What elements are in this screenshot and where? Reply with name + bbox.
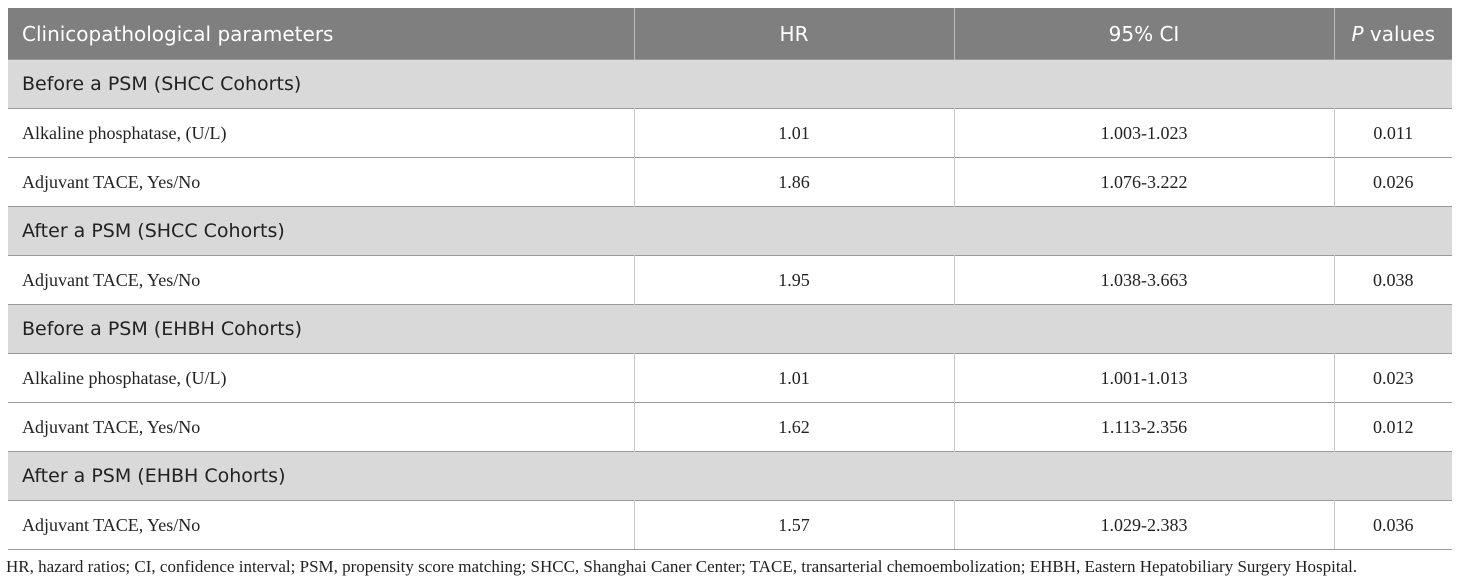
cell-hr: 1.95 bbox=[634, 255, 955, 305]
cell-p: 0.026 bbox=[1334, 157, 1452, 207]
section-label: After a PSM (EHBH Cohorts) bbox=[8, 451, 1452, 501]
cell-parameter: Alkaline phosphatase, (U/L) bbox=[8, 353, 635, 403]
cell-hr: 1.62 bbox=[634, 402, 955, 452]
cell-ci: 1.113-2.356 bbox=[954, 402, 1335, 452]
section-row: After a PSM (SHCC Cohorts) bbox=[8, 206, 1452, 256]
section-label: After a PSM (SHCC Cohorts) bbox=[8, 206, 1452, 256]
section-row: Before a PSM (EHBH Cohorts) bbox=[8, 304, 1452, 354]
section-row: Before a PSM (SHCC Cohorts) bbox=[8, 59, 1452, 109]
table-row: Alkaline phosphatase, (U/L) 1.01 1.001-1… bbox=[8, 353, 1452, 403]
cell-p: 0.012 bbox=[1334, 402, 1452, 452]
cell-ci: 1.003-1.023 bbox=[954, 108, 1335, 158]
section-label: Before a PSM (SHCC Cohorts) bbox=[8, 59, 1452, 109]
cell-ci: 1.001-1.013 bbox=[954, 353, 1335, 403]
header-ci: 95% CI bbox=[954, 8, 1335, 60]
cell-parameter: Adjuvant TACE, Yes/No bbox=[8, 255, 635, 305]
cell-hr: 1.86 bbox=[634, 157, 955, 207]
table-container: Clinicopathological parameters HR 95% CI… bbox=[8, 8, 1452, 550]
section-row: After a PSM (EHBH Cohorts) bbox=[8, 451, 1452, 501]
cell-ci: 1.038-3.663 bbox=[954, 255, 1335, 305]
results-table: Clinicopathological parameters HR 95% CI… bbox=[8, 8, 1452, 550]
table-footnote: HR, hazard ratios; CI, confidence interv… bbox=[6, 557, 1358, 576]
header-row: Clinicopathological parameters HR 95% CI… bbox=[8, 8, 1452, 60]
cell-hr: 1.57 bbox=[634, 500, 955, 550]
header-p-rest: values bbox=[1363, 21, 1435, 46]
cell-p: 0.038 bbox=[1334, 255, 1452, 305]
cell-parameter: Adjuvant TACE, Yes/No bbox=[8, 402, 635, 452]
header-parameter: Clinicopathological parameters bbox=[8, 8, 635, 60]
cell-hr: 1.01 bbox=[634, 353, 955, 403]
cell-ci: 1.029-2.383 bbox=[954, 500, 1335, 550]
cell-p: 0.036 bbox=[1334, 500, 1452, 550]
header-p-italic: P bbox=[1351, 21, 1364, 46]
cell-p: 0.023 bbox=[1334, 353, 1452, 403]
cell-parameter: Adjuvant TACE, Yes/No bbox=[8, 157, 635, 207]
cell-parameter: Alkaline phosphatase, (U/L) bbox=[8, 108, 635, 158]
table-row: Adjuvant TACE, Yes/No 1.57 1.029-2.383 0… bbox=[8, 500, 1452, 550]
section-label: Before a PSM (EHBH Cohorts) bbox=[8, 304, 1452, 354]
table-row: Adjuvant TACE, Yes/No 1.95 1.038-3.663 0… bbox=[8, 255, 1452, 305]
header-p-values: P values bbox=[1334, 8, 1452, 60]
table-row: Adjuvant TACE, Yes/No 1.86 1.076-3.222 0… bbox=[8, 157, 1452, 207]
cell-hr: 1.01 bbox=[634, 108, 955, 158]
cell-ci: 1.076-3.222 bbox=[954, 157, 1335, 207]
cell-p: 0.011 bbox=[1334, 108, 1452, 158]
header-hr: HR bbox=[634, 8, 955, 60]
table-row: Alkaline phosphatase, (U/L) 1.01 1.003-1… bbox=[8, 108, 1452, 158]
table-row: Adjuvant TACE, Yes/No 1.62 1.113-2.356 0… bbox=[8, 402, 1452, 452]
cell-parameter: Adjuvant TACE, Yes/No bbox=[8, 500, 635, 550]
